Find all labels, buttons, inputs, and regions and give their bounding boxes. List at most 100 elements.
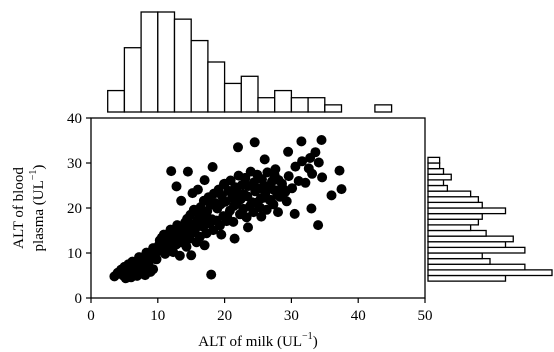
y-histogram-bar — [427, 224, 472, 232]
x-histogram-bar — [324, 104, 343, 113]
y-histogram-bar — [427, 241, 507, 249]
x-histogram-bar — [123, 47, 142, 113]
data-point — [199, 175, 210, 186]
data-point — [249, 137, 260, 148]
data-point — [151, 254, 162, 265]
x-histogram-bar — [240, 75, 259, 113]
data-point — [224, 205, 235, 216]
x-histogram-bar — [290, 97, 309, 113]
data-point — [134, 252, 145, 263]
x-tick-label: 30 — [284, 308, 299, 324]
y-histogram-bar — [427, 274, 507, 282]
data-point — [336, 184, 347, 195]
data-point — [306, 203, 317, 214]
data-point — [138, 260, 149, 271]
data-point — [268, 199, 279, 210]
x-tick-label: 0 — [87, 308, 95, 324]
y-axis-label-line2: plasma (UL−1) — [28, 165, 47, 252]
data-point — [241, 212, 252, 223]
data-point — [300, 177, 311, 188]
data-point — [219, 178, 230, 189]
data-point — [216, 229, 227, 240]
y-histogram-bar — [427, 235, 514, 243]
data-point — [269, 170, 280, 181]
data-point — [297, 156, 308, 167]
y-histogram-bar — [427, 173, 452, 181]
x-histogram-bar — [157, 11, 176, 113]
y-histogram-bar — [427, 263, 526, 271]
x-histogram-bar — [274, 89, 293, 113]
axis-labels: ALT of milk (UL−1) ALT of blood plasma (… — [11, 165, 318, 350]
x-tick-label: 50 — [418, 308, 433, 324]
x-histogram-bar — [107, 89, 126, 113]
right-histogram — [427, 156, 553, 282]
axes: 0 10 20 30 40 50 0 10 20 30 40 — [67, 111, 433, 324]
x-histogram-bar — [140, 11, 159, 113]
data-point — [307, 168, 318, 179]
y-histogram-bar — [427, 167, 445, 175]
data-point — [287, 183, 298, 194]
data-point — [186, 250, 197, 261]
data-point — [296, 136, 307, 147]
x-axis-label: ALT of milk (UL−1) — [198, 331, 317, 350]
data-point — [261, 204, 272, 215]
y-histogram-bar — [427, 184, 449, 192]
data-point — [256, 211, 267, 222]
y-histogram-bar — [427, 162, 441, 170]
data-point — [283, 171, 294, 182]
data-point — [259, 154, 270, 165]
data-point — [326, 190, 337, 201]
data-point — [171, 239, 182, 250]
y-histogram-bar — [427, 207, 507, 215]
y-tick-label: 0 — [75, 291, 83, 307]
y-histogram-bar — [427, 212, 483, 220]
x-histogram-bar — [173, 18, 192, 113]
x-tick-label: 40 — [351, 308, 366, 324]
data-point — [313, 220, 324, 231]
data-point — [317, 172, 328, 183]
y-histogram-bar — [427, 252, 483, 260]
data-point — [278, 184, 289, 195]
data-point — [305, 153, 316, 163]
data-point — [283, 146, 294, 157]
data-point — [316, 135, 327, 145]
y-histogram-bar — [427, 190, 472, 198]
data-point — [206, 269, 217, 280]
x-histogram-bar — [257, 97, 276, 113]
x-histogram-bar — [190, 39, 209, 113]
y-tick-label: 20 — [67, 201, 82, 217]
x-histogram-bar — [223, 82, 242, 113]
data-point — [313, 157, 324, 168]
data-point — [229, 233, 240, 244]
data-point — [148, 264, 159, 275]
data-point — [334, 165, 345, 176]
y-tick-label: 30 — [67, 156, 82, 172]
x-tick-label: 10 — [150, 308, 165, 324]
top-histogram — [107, 11, 393, 113]
y-histogram-bar — [427, 179, 445, 187]
x-histogram-bar — [374, 104, 393, 113]
data-point — [166, 166, 177, 177]
data-point — [176, 195, 187, 206]
y-tick-label: 10 — [67, 246, 82, 262]
data-point — [228, 216, 239, 227]
data-point — [192, 184, 203, 195]
data-point — [233, 142, 243, 153]
data-point — [243, 222, 253, 233]
y-histogram-bar — [427, 201, 483, 209]
data-point — [273, 207, 283, 218]
data-point — [207, 162, 218, 172]
data-point — [281, 196, 292, 207]
y-axis-label: ALT of blood — [11, 167, 27, 249]
y-histogram-bar — [427, 246, 526, 254]
data-point — [199, 240, 210, 251]
data-point — [289, 208, 300, 219]
y-histogram-bar — [427, 229, 487, 237]
y-histogram-bar — [427, 257, 491, 265]
x-histogram-bar — [307, 97, 326, 113]
y-histogram-bar — [427, 218, 480, 226]
data-point — [182, 166, 193, 177]
y-histogram-bar — [427, 269, 553, 277]
y-tick-label: 40 — [67, 111, 82, 127]
